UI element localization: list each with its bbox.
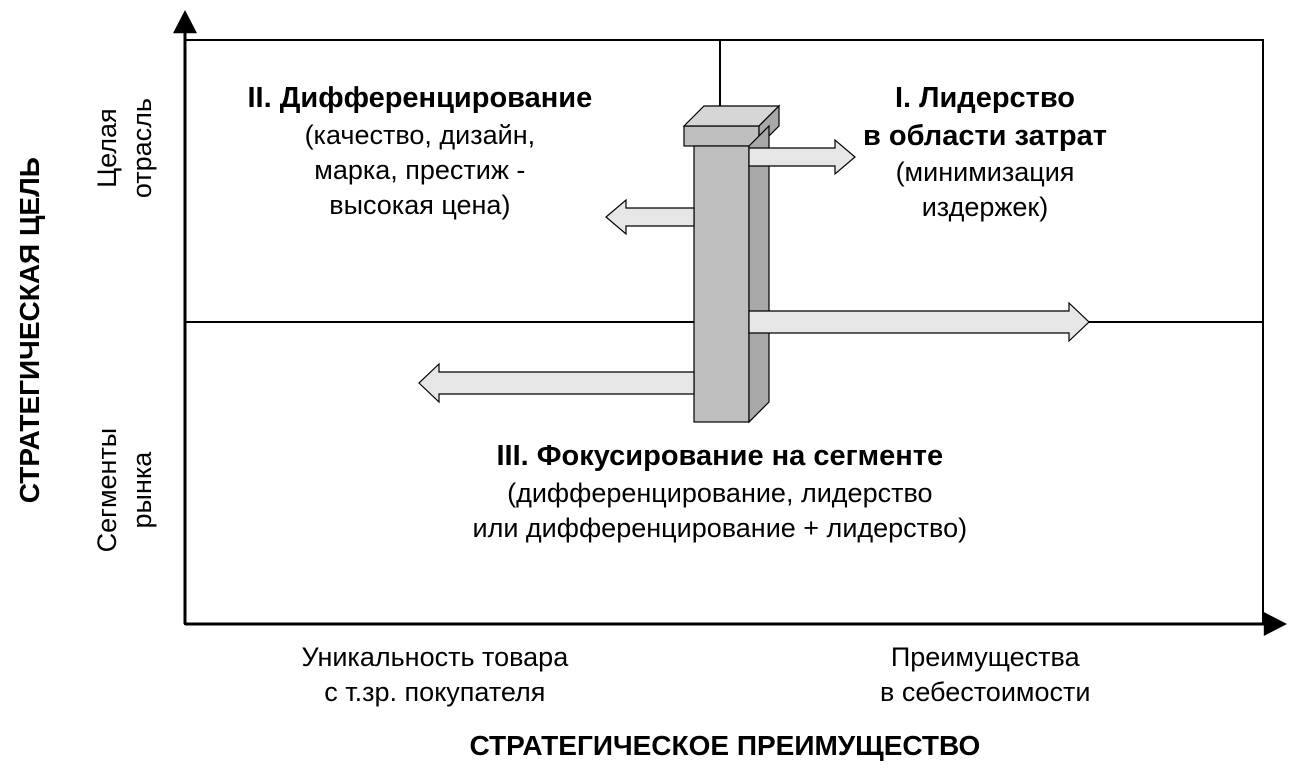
y-axis-label-0: Целаяотрасль: [90, 98, 160, 198]
porter-strategy-matrix: СТРАТЕГИЧЕСКАЯ ЦЕЛЬ СТРАТЕГИЧЕСКОЕ ПРЕИМУ…: [0, 0, 1298, 771]
quadrant-focus: III. Фокусирование на сегменте(дифференц…: [473, 438, 968, 546]
y-axis-title: СТРАТЕГИЧЕСКАЯ ЦЕЛЬ: [12, 157, 48, 503]
y-axis-label-1: Сегментырынка: [90, 428, 160, 553]
x-axis-label-0: Уникальность товарас т.зр. покупателя: [302, 640, 569, 710]
x-axis-label-1: Преимуществав себестоимости: [880, 640, 1090, 710]
quadrant-differentiation: II. Дифференцирование(качество, дизайн,м…: [248, 80, 593, 223]
x-axis-title: СТРАТЕГИЧЕСКОЕ ПРЕИМУЩЕСТВО: [470, 728, 981, 764]
quadrant-cost-leadership: I. Лидерствов области затрат(минимизация…: [863, 80, 1107, 226]
